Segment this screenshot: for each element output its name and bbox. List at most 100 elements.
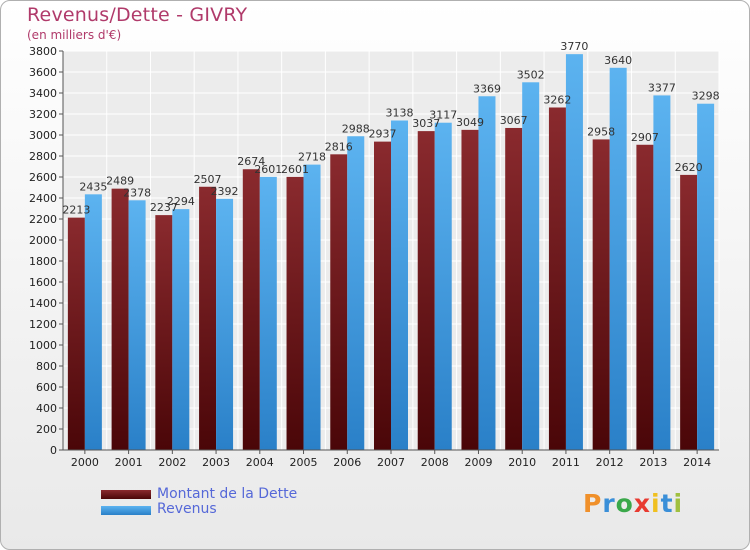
- bar-dette: [374, 141, 391, 451]
- bar-dette: [505, 127, 523, 450]
- data-label-revenus: 3770: [560, 40, 588, 53]
- bar-revenus: [128, 200, 146, 450]
- data-label-revenus: 3640: [604, 54, 632, 67]
- chart-subtitle: (en milliers d'€): [27, 28, 122, 42]
- y-tick-label: 2400: [29, 192, 57, 205]
- bar-dette: [242, 169, 260, 451]
- y-tick-label: 2000: [29, 234, 57, 247]
- x-tick-label: 2008: [421, 456, 449, 469]
- bar-revenus: [391, 120, 408, 450]
- bar-dette: [680, 174, 698, 450]
- y-tick-label: 600: [36, 381, 57, 394]
- legend-label-dette: Montant de la Dette: [157, 486, 298, 502]
- bar-revenus: [522, 82, 540, 450]
- x-tick-label: 2009: [464, 456, 492, 469]
- legend-swatch-dette: [101, 490, 151, 499]
- y-tick-label: 1400: [29, 297, 57, 310]
- data-label-dette: 2601: [281, 163, 309, 176]
- y-tick-label: 0: [50, 444, 57, 457]
- data-label-revenus: 2294: [167, 195, 195, 208]
- y-tick-label: 2200: [29, 213, 57, 226]
- logo-letter: i: [651, 489, 661, 518]
- bar-dette: [592, 139, 610, 450]
- legend-swatch-revenus: [101, 506, 151, 515]
- y-tick-label: 3600: [29, 66, 57, 79]
- chart-title: Revenus/Dette - GIVRY: [27, 4, 248, 26]
- bar-dette: [548, 107, 566, 451]
- data-label-revenus: 3138: [386, 107, 414, 120]
- data-label-dette: 2620: [675, 161, 703, 174]
- bar-revenus: [653, 95, 671, 450]
- data-label-dette: 2907: [631, 131, 659, 144]
- bar-dette: [67, 217, 85, 450]
- bar-revenus: [697, 103, 715, 451]
- data-label-dette: 2958: [587, 125, 615, 138]
- data-label-revenus: 2435: [79, 180, 107, 193]
- y-tick-label: 400: [36, 402, 57, 415]
- bar-dette: [286, 176, 304, 450]
- logo-letter: o: [615, 489, 634, 518]
- bar-revenus: [303, 164, 321, 451]
- bar-revenus: [609, 67, 627, 451]
- data-label-revenus: 2988: [342, 122, 370, 135]
- bar-revenus: [259, 176, 277, 450]
- y-tick-label: 1600: [29, 276, 57, 289]
- bar-revenus: [478, 96, 496, 450]
- x-tick-label: 2001: [115, 456, 143, 469]
- x-tick-label: 2011: [552, 456, 580, 469]
- data-label-revenus: 3502: [517, 68, 545, 81]
- proxiti-logo: Proxiti: [583, 489, 683, 518]
- bar-revenus: [172, 209, 190, 450]
- data-label-dette: 2489: [106, 175, 134, 188]
- data-label-dette: 3037: [412, 117, 440, 130]
- x-tick-label: 2002: [158, 456, 186, 469]
- y-tick-label: 1200: [29, 318, 57, 331]
- x-tick-label: 2007: [377, 456, 405, 469]
- bar-dette: [155, 215, 173, 450]
- y-tick-label: 3400: [29, 87, 57, 100]
- data-label-revenus: 3369: [473, 82, 501, 95]
- y-tick-label: 2600: [29, 171, 57, 184]
- bar-revenus: [565, 54, 583, 451]
- logo-letter: x: [633, 489, 651, 518]
- x-tick-label: 2010: [508, 456, 536, 469]
- data-label-revenus: 3298: [692, 90, 720, 103]
- x-tick-label: 2013: [639, 456, 667, 469]
- y-tick-label: 800: [36, 360, 57, 373]
- data-label-dette: 3049: [456, 116, 484, 129]
- data-label-revenus: 3377: [648, 81, 676, 94]
- data-label-dette: 3067: [500, 114, 528, 127]
- bar-revenus: [84, 194, 102, 450]
- y-tick-label: 3200: [29, 108, 57, 121]
- x-tick-label: 2012: [596, 456, 624, 469]
- data-label-dette: 2237: [150, 201, 178, 214]
- data-label-revenus: 2718: [298, 151, 326, 164]
- bar-dette: [111, 188, 129, 450]
- data-label-revenus: 2601: [254, 163, 282, 176]
- bar-dette: [330, 154, 348, 450]
- legend-label-revenus: Revenus: [157, 501, 217, 517]
- data-label-dette: 2937: [369, 128, 397, 141]
- data-label-dette: 2674: [237, 155, 265, 168]
- data-label-dette: 3262: [543, 93, 571, 106]
- data-label-dette: 2213: [62, 204, 90, 217]
- x-tick-label: 2005: [290, 456, 318, 469]
- y-tick-label: 1000: [29, 339, 57, 352]
- data-label-dette: 2507: [194, 173, 222, 186]
- x-tick-label: 2004: [246, 456, 274, 469]
- bar-revenus: [347, 136, 365, 450]
- y-tick-label: 3000: [29, 129, 57, 142]
- bar-dette: [461, 129, 479, 451]
- logo-letter: t: [660, 489, 674, 518]
- logo-letter: P: [583, 489, 603, 518]
- x-tick-label: 2014: [683, 456, 711, 469]
- x-tick-label: 2003: [202, 456, 230, 469]
- bar-dette: [199, 186, 217, 450]
- y-tick-label: 3800: [29, 45, 57, 58]
- logo-letter: i: [673, 489, 684, 518]
- data-label-revenus: 2392: [211, 185, 239, 198]
- y-tick-label: 1800: [29, 255, 57, 268]
- data-label-revenus: 2378: [123, 186, 151, 199]
